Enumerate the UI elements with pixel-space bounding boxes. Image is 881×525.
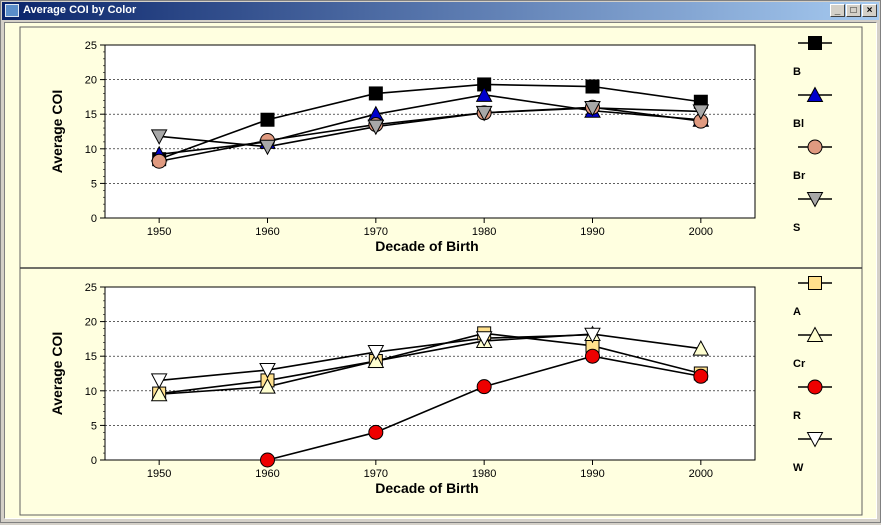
legend-label: S — [793, 222, 800, 234]
x-tick-label: 1950 — [147, 226, 171, 238]
plot-area — [104, 44, 756, 219]
legend-symbol-Cr — [806, 326, 824, 342]
x-tick-label: 2000 — [689, 468, 713, 480]
y-tick-label: 15 — [85, 351, 97, 363]
y-tick-label: 25 — [85, 40, 97, 52]
data-point-S — [584, 100, 601, 117]
x-tick-label: 1990 — [580, 468, 604, 480]
y-tick-label: 10 — [85, 386, 97, 398]
data-point-Cr — [259, 378, 276, 394]
y-tick-label: 15 — [85, 109, 97, 121]
data-point-Br — [151, 153, 167, 169]
legend-symbol-W — [806, 432, 824, 448]
series-line-Cr — [159, 333, 701, 396]
chart-panel: 0 5 10 15 20 25 1950 1960 1970 1980 1990 2000 Decade… — [4, 22, 877, 519]
data-point-S — [259, 139, 276, 156]
y-tick-label: 5 — [91, 420, 97, 432]
data-point-B — [260, 112, 275, 127]
data-point-R — [585, 348, 600, 364]
legend-symbol-Br — [807, 139, 823, 155]
legend-symbol-R — [807, 379, 823, 395]
x-tick-label: 2000 — [689, 226, 713, 238]
legend-label: Bl — [793, 118, 804, 130]
data-point-Bl — [475, 86, 493, 102]
data-point-R — [693, 368, 709, 384]
chart-2: 0 5 10 15 20 25 1950 1960 1970 1980 1990 2000 Decade… — [49, 276, 832, 496]
data-point-S — [692, 104, 710, 120]
chart-1: 0 5 10 15 20 25 1950 1960 1970 1980 1990 2000 Decade… — [49, 36, 832, 254]
legend-label: W — [793, 462, 804, 474]
data-point-W — [584, 327, 601, 344]
legend-symbol-A — [808, 276, 822, 290]
legend-label: R — [793, 410, 801, 422]
data-point-W — [150, 373, 168, 389]
chart-frame — [19, 26, 863, 516]
close-button[interactable]: × — [862, 4, 877, 17]
data-point-W — [475, 331, 493, 347]
legend-label: B — [793, 66, 801, 78]
data-point-S — [475, 105, 493, 122]
data-point-R — [476, 379, 492, 395]
y-tick-label: 20 — [85, 317, 97, 329]
data-point-B — [585, 79, 600, 94]
x-tick-label: 1980 — [472, 226, 496, 238]
series-line-B — [158, 83, 701, 160]
x-tick-label: 1960 — [255, 468, 279, 480]
x-tick-label: 1960 — [255, 226, 279, 238]
y-tick-label: 20 — [85, 75, 97, 87]
series-line-Br — [159, 106, 701, 163]
data-point-S — [150, 129, 168, 145]
plot-area — [104, 286, 756, 461]
data-point-W — [367, 345, 385, 361]
minimize-button[interactable]: _ — [830, 4, 845, 17]
data-point-Cr — [150, 385, 168, 402]
x-tick-label: 1990 — [580, 226, 604, 238]
x-axis-label: Decade of Birth — [375, 238, 478, 254]
legend-symbol-S — [806, 192, 824, 208]
x-tick-label: 1970 — [364, 226, 388, 238]
legend-label: Br — [793, 170, 806, 182]
data-point-S — [367, 119, 385, 136]
y-tick-label: 5 — [91, 178, 97, 190]
y-tick-label: 25 — [85, 282, 97, 294]
series-line-S — [159, 107, 701, 148]
y-axis-label: Average COI — [49, 332, 65, 416]
data-point-W — [259, 363, 276, 379]
x-tick-label: 1970 — [364, 468, 388, 480]
app-window-icon[interactable] — [5, 4, 19, 17]
legend-symbol-Bl — [806, 86, 824, 102]
y-axis-label: Average COI — [49, 90, 65, 174]
title-bar[interactable]: Average COI by Color _ □ × — [2, 2, 879, 20]
charts-canvas: 0 5 10 15 20 25 1950 1960 1970 1980 1990 2000 Decade… — [19, 26, 863, 516]
data-point-Cr — [692, 340, 710, 356]
legend-label: Cr — [793, 358, 806, 370]
legend-label: A — [793, 306, 801, 318]
x-axis-label: Decade of Birth — [375, 480, 478, 496]
y-tick-label: 10 — [85, 144, 97, 156]
series-line-A — [159, 332, 702, 395]
data-point-R — [368, 424, 384, 440]
x-tick-label: 1980 — [472, 468, 496, 480]
window-title: Average COI by Color — [23, 4, 137, 16]
y-tick-label: 0 — [91, 455, 97, 467]
x-tick-label: 1950 — [147, 468, 171, 480]
data-point-B — [368, 86, 383, 101]
y-tick-label: 0 — [91, 213, 97, 225]
legend-symbol-B — [808, 36, 822, 50]
maximize-button[interactable]: □ — [846, 4, 861, 17]
data-point-R — [260, 452, 275, 468]
